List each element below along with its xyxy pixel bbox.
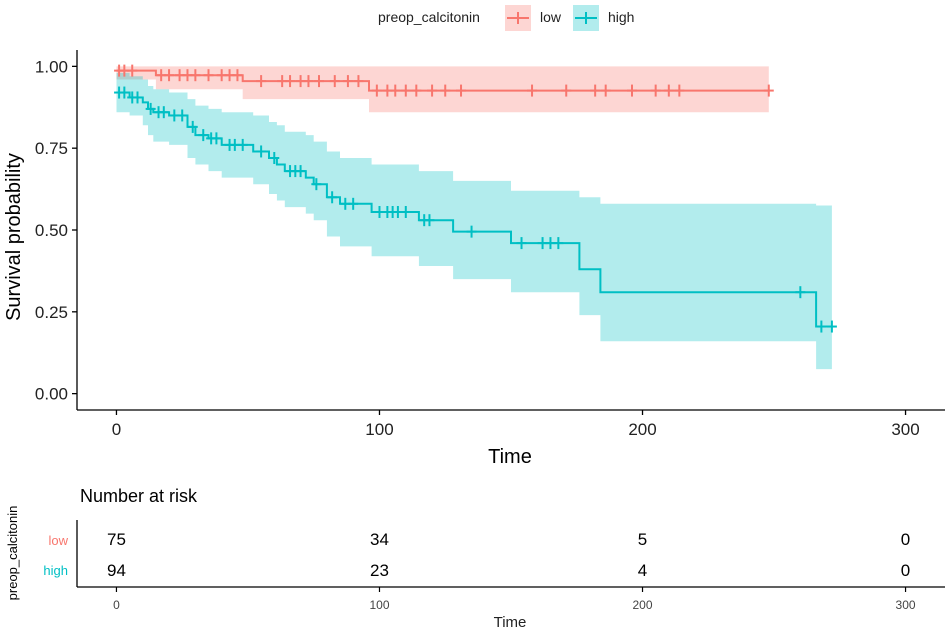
censor-mark-high: [795, 286, 806, 299]
censor-mark-high: [177, 109, 188, 122]
risk-table-ylabel: preop_calcitonin: [5, 506, 20, 601]
censor-mark-low: [256, 75, 267, 88]
censor-mark-low: [390, 84, 401, 97]
censor-mark-low: [663, 84, 674, 97]
censor-mark-low: [561, 84, 572, 97]
censor-mark-low: [427, 84, 438, 97]
y-axis-title: Survival probability: [3, 153, 25, 321]
censor-mark-low: [527, 84, 538, 97]
ci-band-low: [116, 66, 769, 113]
censor-mark-low: [342, 75, 353, 88]
censor-marks: [114, 64, 837, 333]
legend-item-low[interactable]: low: [505, 5, 562, 31]
risk-x-tick-label: 100: [369, 598, 389, 612]
censor-mark-low: [164, 69, 175, 82]
censor-mark-low: [329, 75, 340, 88]
censor-mark-high: [348, 197, 359, 210]
risk-x-ticks: 0 100 200 300: [113, 587, 916, 612]
censor-mark-high: [198, 129, 209, 142]
censor-mark-low: [285, 75, 296, 88]
risk-cell-high: 4: [638, 561, 647, 580]
censor-mark-high: [158, 106, 169, 119]
risk-x-axis-title: Time: [494, 614, 527, 631]
survival-plot: 0.00 0.25 0.50 0.75 1.00 0 100 200 300 Time Sur…: [3, 50, 945, 468]
risk-row-label-low: low: [48, 533, 68, 548]
legend: preop_calcitonin low high: [378, 5, 634, 31]
legend-title: preop_calcitonin: [378, 9, 480, 25]
censor-mark-high: [132, 91, 143, 104]
y-tick-label: 1.00: [35, 57, 68, 76]
risk-x-tick-label: 200: [632, 598, 652, 612]
censor-mark-low: [763, 84, 774, 97]
risk-cell-high: 23: [370, 561, 389, 580]
risk-table: Number at risk preop_calcitonin low high…: [5, 486, 945, 631]
censor-mark-low: [411, 84, 422, 97]
censor-mark-high: [826, 320, 837, 333]
risk-cell-high: 0: [901, 561, 910, 580]
legend-label-low: low: [540, 9, 562, 25]
censor-mark-high: [424, 214, 435, 227]
censor-mark-high: [145, 102, 156, 115]
censor-mark-low: [232, 69, 243, 82]
y-tick-label: 0.75: [35, 139, 68, 158]
risk-cell-high: 94: [107, 561, 126, 580]
censor-mark-low: [590, 84, 601, 97]
censor-mark-low: [400, 84, 411, 97]
censor-mark-low: [190, 69, 201, 82]
x-axis-title: Time: [488, 446, 532, 468]
x-tick-label: 300: [891, 420, 919, 439]
risk-x-tick-label: 0: [113, 598, 120, 612]
censor-mark-high: [553, 237, 564, 250]
censor-mark-high: [187, 120, 198, 133]
censor-mark-high: [327, 191, 338, 204]
ci-band-high: [116, 72, 832, 370]
censor-mark-low: [650, 84, 661, 97]
x-ticks: 0 100 200 300: [112, 410, 920, 439]
censor-mark-low: [203, 69, 214, 82]
censor-mark-high: [311, 178, 322, 191]
risk-cell-low: 34: [370, 530, 389, 549]
censor-mark-high: [516, 237, 527, 250]
censor-mark-low: [353, 75, 364, 88]
censor-mark-low: [303, 75, 314, 88]
legend-item-high[interactable]: high: [573, 5, 634, 31]
risk-cell-low: 75: [107, 530, 126, 549]
censor-mark-low: [440, 84, 451, 97]
censor-mark-low: [456, 84, 467, 97]
survival-curve-low: [116, 69, 769, 92]
censor-mark-high: [816, 320, 827, 333]
censor-mark-high: [237, 138, 248, 151]
risk-cells: 75 34 5 0 94 23 4 0: [107, 530, 910, 580]
risk-x-tick-label: 300: [896, 598, 916, 612]
y-tick-label: 0.25: [35, 303, 68, 322]
y-tick-label: 0.00: [35, 385, 68, 404]
y-tick-label: 0.50: [35, 221, 68, 240]
censor-mark-high: [211, 132, 222, 145]
y-ticks: 0.00 0.25 0.50 0.75 1.00: [35, 57, 77, 404]
risk-cell-low: 0: [901, 530, 910, 549]
confidence-bands: [116, 66, 832, 370]
censor-mark-low: [600, 84, 611, 97]
risk-row-label-high: high: [43, 563, 68, 578]
censor-mark-high: [119, 86, 130, 99]
censor-mark-low: [127, 64, 138, 77]
legend-label-high: high: [608, 9, 634, 25]
x-tick-label: 200: [628, 420, 656, 439]
risk-table-title: Number at risk: [80, 486, 198, 506]
x-tick-label: 0: [112, 420, 121, 439]
censor-mark-low: [313, 75, 324, 88]
censor-mark-high: [269, 152, 280, 164]
risk-cell-low: 5: [638, 530, 647, 549]
censor-mark-low: [626, 84, 637, 97]
x-tick-label: 100: [365, 420, 393, 439]
censor-mark-high: [295, 165, 306, 178]
censor-mark-high: [400, 206, 411, 218]
censor-mark-high: [256, 145, 267, 158]
censor-mark-low: [674, 84, 685, 97]
censor-mark-high: [466, 225, 477, 238]
censor-mark-low: [371, 84, 382, 97]
